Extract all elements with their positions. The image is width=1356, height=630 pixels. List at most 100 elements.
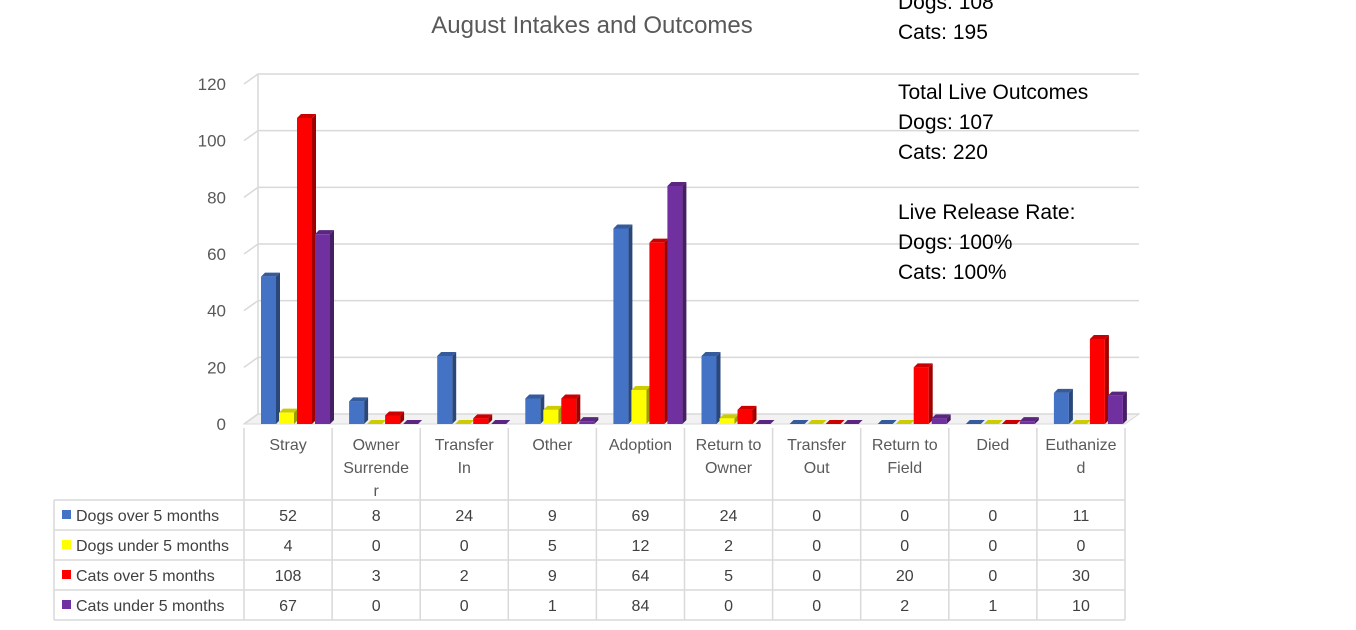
bar	[931, 414, 951, 424]
bar	[913, 363, 933, 424]
bar	[1089, 335, 1109, 424]
bar	[983, 420, 1003, 424]
bar-top	[965, 420, 985, 424]
gridline	[243, 413, 1139, 425]
data-label: 8	[372, 508, 381, 525]
y-tick-label: 60	[207, 245, 226, 264]
bar	[649, 238, 669, 424]
data-label: 3	[372, 568, 381, 585]
bar	[877, 420, 897, 424]
bar-top	[913, 363, 933, 368]
bar	[613, 224, 633, 424]
bar-front	[525, 398, 541, 424]
data-label: 0	[900, 538, 909, 555]
data-label: 69	[632, 508, 650, 525]
bar-top	[737, 405, 757, 410]
data-label: 108	[275, 568, 302, 585]
bar-top	[631, 386, 651, 390]
bar-front	[1089, 339, 1105, 424]
bar-front	[437, 356, 453, 424]
category-label: Transfer Out	[787, 437, 847, 477]
bar	[279, 408, 298, 424]
data-label: 0	[812, 508, 821, 525]
bar-top	[385, 411, 405, 416]
data-label: 84	[632, 598, 650, 615]
data-label: 20	[896, 568, 914, 585]
bar-front	[349, 401, 365, 424]
series-1	[261, 224, 1073, 424]
data-label: 52	[279, 508, 297, 525]
bar-front	[1107, 395, 1123, 424]
bar-front	[649, 242, 665, 424]
data-label: 5	[548, 538, 557, 555]
bar	[667, 182, 687, 424]
legend-key	[62, 570, 71, 579]
bar-top	[983, 420, 1003, 424]
category-label: Died	[976, 437, 1009, 454]
legend-key	[62, 540, 71, 549]
bar-side	[716, 352, 721, 424]
bar-top	[525, 394, 545, 399]
bar	[367, 420, 387, 424]
data-label: 4	[284, 538, 293, 555]
outcomes-cats-note: Cats: 220	[898, 141, 988, 164]
bar	[473, 414, 493, 424]
bar-front	[631, 390, 647, 424]
gridline	[243, 356, 1139, 368]
bar-top	[755, 420, 775, 424]
bar-top	[895, 420, 915, 424]
bar-top	[543, 405, 563, 410]
bar-top	[279, 408, 298, 413]
bar-front	[913, 367, 929, 424]
data-label: 0	[1076, 538, 1085, 555]
bar	[561, 394, 581, 424]
bar	[737, 405, 757, 424]
bar	[543, 405, 563, 424]
bar-front	[579, 421, 595, 424]
legend-label: Dogs over 5 months	[76, 508, 219, 525]
bar-side	[628, 224, 633, 424]
table-row: Cats under 5 months 67 0 0 1 84 0 0 2 1 10	[62, 598, 1090, 615]
series-4	[315, 182, 1127, 424]
category-label: Euthanize d	[1045, 437, 1116, 477]
bar-front	[701, 356, 717, 424]
bar	[825, 420, 845, 424]
legend-key	[62, 600, 71, 609]
bar-top	[1053, 388, 1073, 393]
bar	[719, 414, 739, 424]
bar	[843, 420, 863, 424]
bar	[755, 420, 775, 424]
bar-top	[701, 352, 721, 356]
bar-top	[1071, 420, 1091, 424]
bar-top	[931, 414, 951, 419]
bar-side	[752, 405, 757, 424]
rate-dogs-note: Dogs: 100%	[898, 231, 1013, 254]
category-label: Owner Surrende r	[343, 437, 409, 500]
bar-side	[594, 417, 599, 424]
gridline	[243, 243, 1139, 255]
bars	[261, 114, 1127, 424]
bar-side	[276, 272, 280, 424]
bar-side	[1122, 391, 1127, 424]
bar-top	[1001, 420, 1021, 424]
bar-side	[576, 394, 581, 424]
bar	[1001, 420, 1021, 424]
bar-top	[437, 352, 457, 356]
bar-front	[1019, 421, 1035, 424]
bar-top	[789, 420, 809, 424]
gridline	[243, 129, 1139, 142]
bar-top	[473, 414, 493, 419]
y-tick-label: 0	[217, 415, 226, 434]
bar-top	[367, 420, 387, 424]
category-label: Transfer In	[435, 437, 495, 477]
y-tick-label: 80	[207, 188, 226, 207]
bar	[965, 420, 985, 424]
bar-side	[488, 414, 493, 424]
bar-top	[649, 238, 669, 243]
bar-top	[261, 272, 280, 277]
data-label: 10	[1072, 598, 1090, 615]
bar-front	[543, 409, 559, 424]
bar-front	[385, 415, 401, 424]
data-label: 9	[548, 568, 557, 585]
